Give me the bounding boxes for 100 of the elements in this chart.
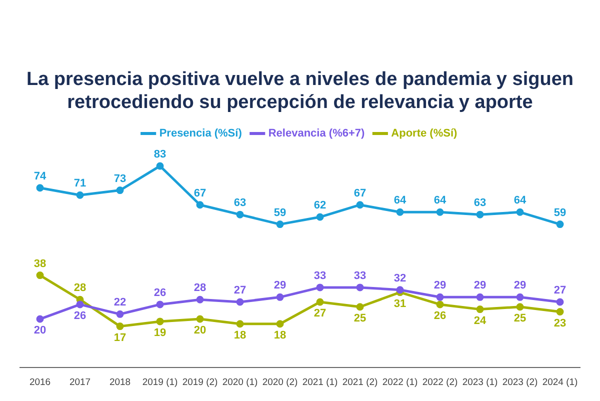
x-tick-label: 2023 (1)	[462, 376, 498, 388]
x-tick-label: 2021 (1)	[302, 376, 338, 388]
data-label: 38	[34, 258, 46, 270]
data-label: 74	[34, 170, 47, 182]
point	[276, 320, 284, 328]
point	[196, 315, 204, 323]
point	[556, 220, 564, 228]
data-label: 25	[514, 312, 526, 324]
point	[236, 320, 244, 328]
data-label: 33	[354, 270, 366, 282]
point	[36, 315, 44, 323]
data-label: 26	[74, 310, 86, 322]
point	[476, 210, 484, 218]
x-tick-label: 2023 (2)	[502, 376, 538, 388]
point	[436, 208, 444, 216]
point	[116, 310, 124, 318]
data-label: 24	[474, 314, 487, 327]
x-tick-label: 2017	[69, 376, 91, 388]
data-label: 18	[234, 329, 246, 342]
point	[116, 322, 124, 330]
point	[356, 201, 364, 209]
point	[276, 220, 284, 228]
point	[396, 208, 404, 216]
point	[236, 210, 244, 218]
x-tick-label: 2024 (1)	[542, 376, 578, 388]
data-label: 63	[234, 197, 246, 210]
point	[156, 318, 164, 326]
data-label: 17	[114, 332, 126, 344]
data-label: 19	[154, 326, 166, 339]
point	[236, 298, 244, 306]
point	[316, 284, 324, 292]
data-label: 27	[234, 284, 246, 297]
x-tick-label: 2022 (2)	[422, 376, 458, 388]
x-tick-label: 2016	[29, 376, 51, 388]
point	[156, 162, 164, 170]
data-label: 29	[474, 280, 486, 292]
data-label: 29	[434, 280, 446, 292]
data-label: 63	[474, 197, 486, 210]
x-tick-label: 2020 (1)	[222, 376, 258, 388]
legend-label: Aporte (%Sí)	[391, 128, 458, 140]
point	[196, 296, 204, 304]
x-tick-label: 2018	[109, 376, 131, 388]
point	[76, 191, 84, 199]
point	[476, 306, 484, 314]
legend-label: Presencia (%Sí)	[159, 128, 242, 140]
legend-label: Relevancia (%6+7)	[268, 128, 366, 140]
data-label: 20	[34, 324, 46, 337]
data-label: 59	[274, 206, 286, 219]
point	[436, 300, 444, 308]
point	[556, 298, 564, 306]
data-label: 59	[554, 206, 566, 219]
x-tick-label: 2020 (2)	[262, 376, 298, 388]
x-tick-label: 2021 (2)	[342, 376, 378, 388]
point	[116, 186, 124, 194]
data-label: 71	[74, 178, 86, 190]
point	[556, 308, 564, 316]
point	[436, 293, 444, 301]
point	[36, 272, 44, 280]
data-label: 64	[514, 194, 527, 207]
data-label: 28	[194, 282, 206, 294]
point	[276, 293, 284, 301]
point	[476, 293, 484, 301]
data-label: 31	[394, 298, 406, 310]
data-label: 27	[554, 284, 566, 297]
data-label: 67	[354, 187, 366, 200]
data-label: 18	[274, 329, 286, 342]
point	[516, 293, 524, 301]
data-label: 73	[114, 172, 126, 185]
x-tick-label: 2019 (2)	[182, 376, 218, 388]
data-label: 32	[394, 272, 406, 284]
point	[516, 208, 524, 216]
point	[516, 303, 524, 311]
data-label: 27	[314, 308, 326, 320]
data-label: 29	[274, 280, 286, 292]
data-label: 26	[434, 310, 446, 322]
data-label: 83	[154, 148, 166, 161]
point	[36, 184, 44, 192]
data-label: 64	[434, 194, 447, 207]
x-tick-label: 2022 (1)	[382, 376, 418, 388]
data-label: 28	[74, 282, 86, 294]
point	[356, 303, 364, 311]
data-label: 20	[194, 324, 206, 337]
point	[316, 298, 324, 306]
data-label: 25	[354, 312, 366, 324]
data-label: 33	[314, 270, 326, 282]
point	[396, 286, 404, 294]
x-tick-label: 2019 (1)	[142, 376, 178, 388]
point	[316, 213, 324, 221]
chart-title: La presencia positiva vuelve a niveles de pandemia y siguen retrocediendo su percepción de relevancia y aporte	[25, 68, 574, 114]
data-label: 67	[194, 187, 206, 200]
data-label: 29	[514, 280, 526, 292]
point	[156, 300, 164, 308]
point	[196, 201, 204, 209]
point	[356, 284, 364, 292]
data-label: 62	[314, 200, 326, 212]
data-label: 64	[394, 194, 407, 207]
data-label: 22	[114, 296, 126, 309]
data-label: 23	[554, 317, 566, 330]
point	[76, 300, 84, 308]
data-label: 26	[154, 286, 166, 299]
